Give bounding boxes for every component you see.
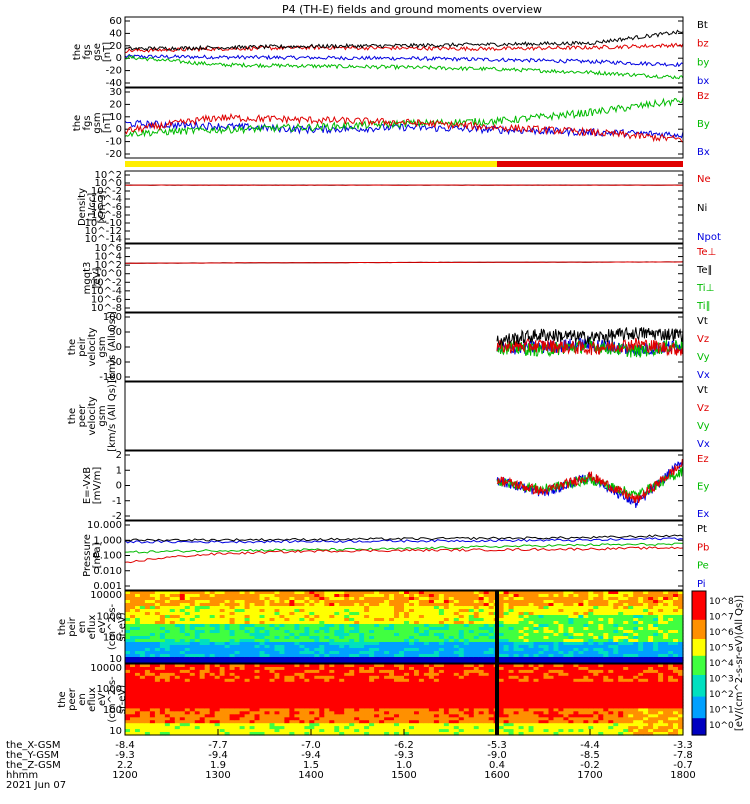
legend-entry: Bt — [697, 20, 708, 31]
ytick-label: -20 — [106, 149, 122, 160]
ytick-label: 10 — [109, 726, 122, 737]
panel-p4: mgqt3[eV]10^610^410^210^010^-210^-410^-6… — [82, 243, 716, 314]
series-group — [125, 262, 683, 264]
ytick-label: 100 — [103, 633, 122, 644]
panel-ylabel: E=-VxB[mV/m] — [82, 467, 103, 505]
series-by — [125, 56, 683, 79]
ytick-label: 60 — [109, 16, 122, 27]
ytick-label: 0.100 — [93, 551, 122, 562]
legend-entry: by — [697, 57, 709, 68]
legend-entry: Pi — [697, 579, 706, 590]
series-Ez — [497, 459, 683, 503]
ytick-label: 10000 — [90, 590, 122, 601]
ytick-label: -20 — [106, 66, 122, 77]
legend-entry: Pe — [697, 561, 709, 572]
ytick-label: 10000 — [90, 663, 122, 674]
panel-ylabel: thefgsgsm[nT] — [72, 112, 113, 133]
ytick-label: 1.000 — [93, 535, 122, 546]
series-group — [497, 327, 683, 357]
panel-p6: thepeervelocitygsm[km/s (All Qs)] Vt Vz Vy V… — [67, 380, 710, 452]
legend-entry: Ni — [697, 203, 707, 214]
series-Pt — [125, 535, 683, 541]
plot-title: P4 (TH-E) fields and ground moments over… — [282, 3, 542, 16]
legend-entry: Bz — [697, 91, 709, 102]
data-gap — [495, 591, 499, 663]
ytick-label: 1 — [116, 465, 122, 476]
status-bar-red — [497, 161, 683, 167]
legend-entry: Vx — [697, 439, 710, 450]
series-group — [125, 30, 683, 78]
legend-entry: Bx — [697, 147, 710, 158]
ytick-label: 1000 — [97, 684, 122, 695]
ytick-label: 40 — [109, 28, 122, 39]
ytick-label: 100 — [103, 312, 122, 323]
ytick-label: -1 — [112, 496, 122, 507]
legend-entry: bz — [697, 39, 709, 50]
ytick-label: 1000 — [97, 611, 122, 622]
ytick-label: 10.000 — [87, 520, 122, 531]
legend-entry: Pb — [697, 542, 709, 553]
ytick-label: 10 — [109, 112, 122, 123]
legend-entry: Vz — [697, 334, 709, 345]
panel-p3: Density[1/cc][cm-3]10^210^010^-210^-410^… — [77, 170, 721, 245]
legend-entry: Ex — [697, 509, 709, 520]
spectrogram — [125, 664, 684, 736]
legend-entry: Vt — [697, 385, 708, 396]
series-group — [125, 97, 683, 142]
ytick-label: 0 — [116, 53, 122, 64]
series-Pi — [125, 538, 683, 543]
series-Bt — [125, 30, 683, 50]
ytick-label: 100 — [103, 705, 122, 716]
legend-entry: Pt — [697, 524, 707, 535]
panel-ylabel: thepeervelocitygsm[km/s (All Qs)] — [67, 380, 118, 452]
ytick-label: 50 — [109, 327, 122, 338]
legend-entry: Ne — [697, 174, 711, 185]
series-Pe — [125, 543, 683, 553]
series-Bz — [125, 114, 683, 142]
legend-entry: bx — [697, 76, 709, 87]
ytick-label: -50 — [106, 357, 122, 368]
ytick-label: -10 — [106, 137, 122, 148]
panel-ylabel: thefgsgse[nT] — [72, 42, 113, 62]
legend-entry: Te⊥ — [696, 247, 716, 258]
legend-entry: Vz — [697, 403, 709, 414]
legend-entry: Ti⊥ — [696, 283, 714, 294]
legend-entry: Ey — [697, 482, 709, 493]
status-bar-yellow — [125, 161, 497, 167]
ytick-label: 0.010 — [93, 566, 122, 577]
legend-entry: Npot — [697, 232, 721, 243]
legend-entry: Vy — [697, 421, 710, 432]
legend-entry: Vy — [697, 352, 710, 363]
legend-entry: Ti∥ — [696, 301, 711, 312]
series-group — [125, 535, 683, 563]
ytick-label: 2 — [116, 450, 122, 461]
ytick-label: 0 — [116, 481, 122, 492]
ytick-label: 20 — [109, 99, 122, 110]
series-group — [497, 459, 683, 508]
legend-entry: Vx — [697, 370, 710, 381]
spectrogram — [125, 591, 684, 664]
legend-entry: Ez — [697, 454, 709, 465]
ytick-label: 30 — [109, 87, 122, 98]
ytick-label: 20 — [109, 41, 122, 52]
ytick-label: 0 — [116, 342, 122, 353]
legend-entry: Te∥ — [696, 265, 713, 276]
legend-entry: By — [697, 119, 710, 130]
ytick-label: 0 — [116, 124, 122, 135]
legend-entry: Vt — [697, 316, 708, 327]
